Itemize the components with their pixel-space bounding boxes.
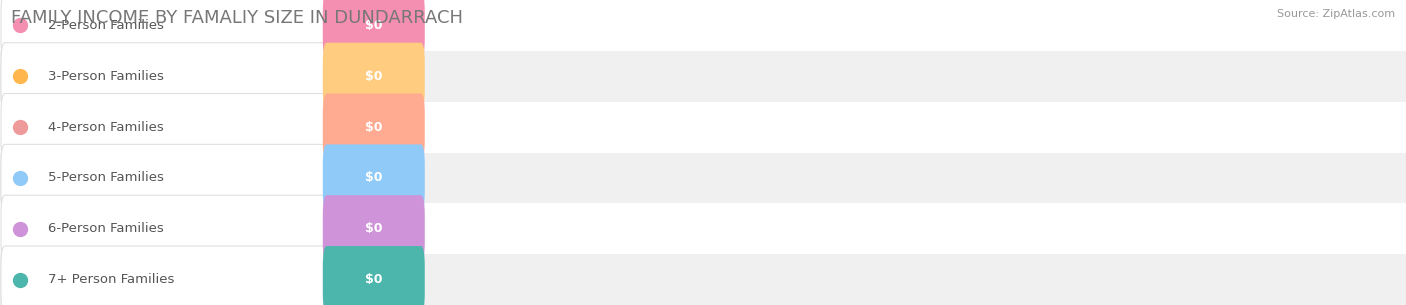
- Bar: [0, 102, 1406, 152]
- Text: 6-Person Families: 6-Person Families: [48, 222, 163, 235]
- FancyBboxPatch shape: [323, 43, 425, 110]
- FancyBboxPatch shape: [1, 43, 346, 110]
- Text: $0: $0: [366, 222, 382, 235]
- Bar: [0, 152, 1406, 203]
- FancyBboxPatch shape: [1, 246, 346, 305]
- Text: $0: $0: [366, 171, 382, 185]
- Bar: [0, 0, 1406, 51]
- FancyBboxPatch shape: [1, 94, 346, 161]
- Text: 3-Person Families: 3-Person Families: [48, 70, 163, 83]
- Text: $0: $0: [366, 19, 382, 32]
- FancyBboxPatch shape: [323, 144, 425, 211]
- Bar: [0, 254, 1406, 305]
- Text: 2-Person Families: 2-Person Families: [48, 19, 163, 32]
- Text: 5-Person Families: 5-Person Families: [48, 171, 163, 185]
- Text: 7+ Person Families: 7+ Person Families: [48, 273, 174, 286]
- FancyBboxPatch shape: [323, 195, 425, 262]
- Text: FAMILY INCOME BY FAMALIY SIZE IN DUNDARRACH: FAMILY INCOME BY FAMALIY SIZE IN DUNDARR…: [11, 9, 463, 27]
- FancyBboxPatch shape: [323, 246, 425, 305]
- Bar: [0, 203, 1406, 254]
- FancyBboxPatch shape: [323, 0, 425, 59]
- FancyBboxPatch shape: [1, 0, 346, 59]
- Text: Source: ZipAtlas.com: Source: ZipAtlas.com: [1277, 9, 1395, 19]
- FancyBboxPatch shape: [1, 195, 346, 262]
- Text: $0: $0: [366, 70, 382, 83]
- Text: 4-Person Families: 4-Person Families: [48, 120, 163, 134]
- Bar: [0, 51, 1406, 102]
- FancyBboxPatch shape: [323, 94, 425, 161]
- Text: $0: $0: [366, 120, 382, 134]
- Text: $0: $0: [366, 273, 382, 286]
- FancyBboxPatch shape: [1, 144, 346, 211]
